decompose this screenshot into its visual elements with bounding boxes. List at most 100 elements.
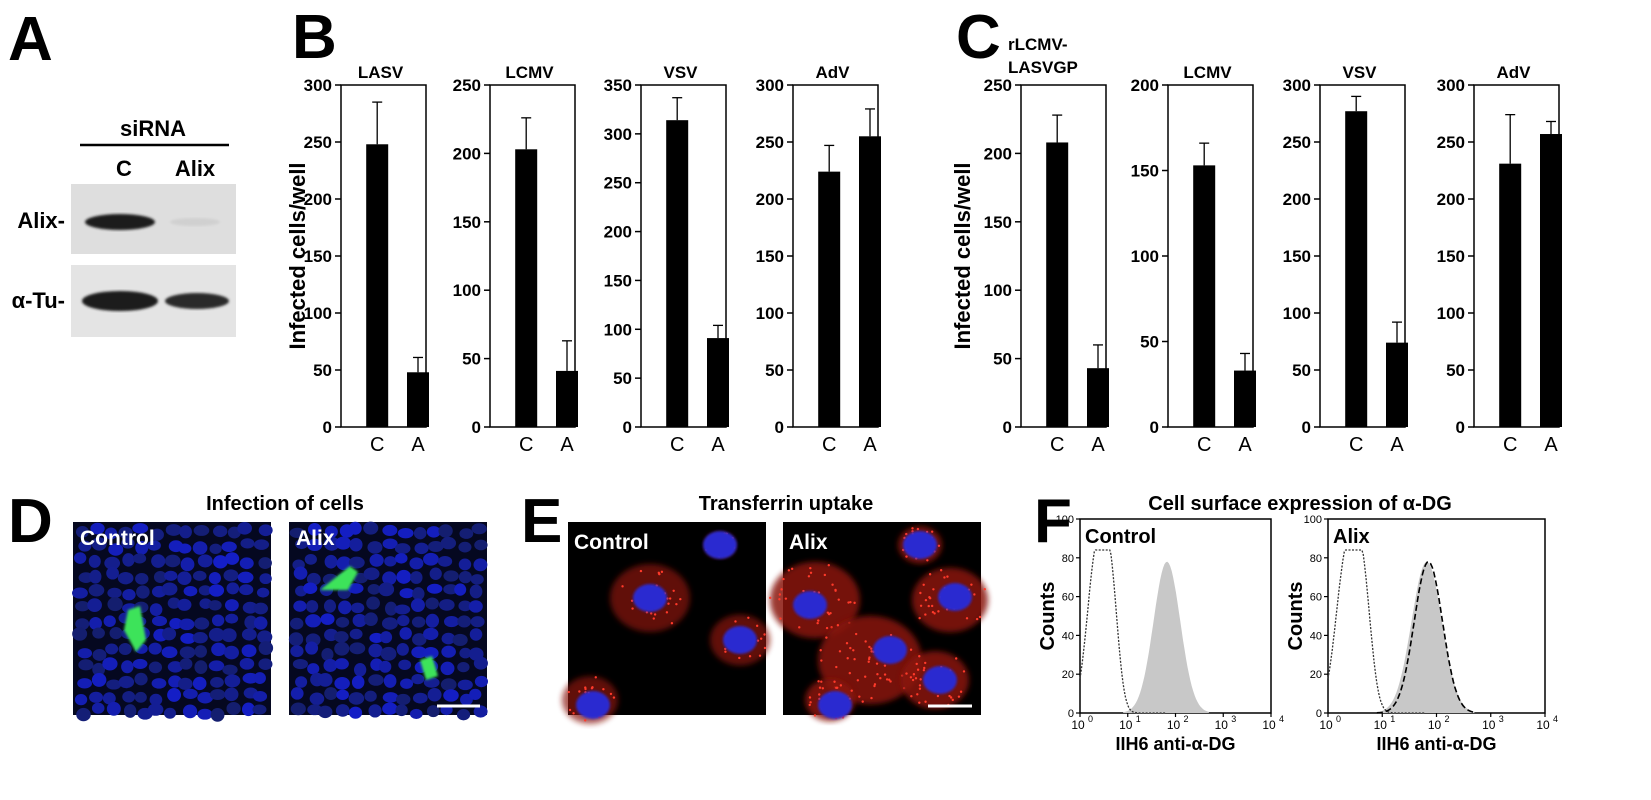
transferrin-dot (802, 589, 805, 593)
histogram-filled-series (1376, 561, 1475, 713)
nucleus (423, 552, 439, 566)
nucleus (411, 674, 425, 685)
nucleus (108, 543, 124, 556)
nucleus (363, 521, 379, 535)
panel-letter-f: F (1034, 487, 1072, 556)
nucleus (440, 536, 457, 550)
nucleus (192, 632, 208, 644)
nucleus (194, 645, 207, 658)
nucleus (225, 613, 239, 624)
y-tick-label: 250 (984, 76, 1012, 95)
micrograph-e-label-control: Control (574, 531, 649, 554)
transferrin-dot (916, 693, 919, 696)
nucleus (253, 602, 268, 615)
nucleus (348, 521, 362, 535)
x-tick-exponent: 2 (1184, 714, 1189, 724)
nuclei-d-control (72, 522, 274, 722)
transferrin-dot (631, 607, 634, 610)
nucleus (117, 571, 134, 585)
micrograph-d-label-alix: Alix (296, 527, 335, 550)
nucleus (334, 641, 350, 656)
category-label: A (411, 434, 425, 456)
cell-nucleus (923, 666, 957, 694)
nucleus (237, 522, 252, 535)
nucleus (192, 570, 207, 581)
transferrin-dot (778, 593, 782, 596)
transferrin-dot (867, 660, 870, 663)
nucleus (259, 573, 272, 585)
nucleus (104, 556, 121, 570)
y-tick-label: 0 (1003, 418, 1012, 437)
transferrin-dot (756, 639, 760, 642)
chart-b-3: 0 50 100 150 200 250 300 350 VSV C A (604, 63, 729, 456)
nucleus (198, 585, 212, 596)
nucleus (335, 536, 352, 550)
transferrin-dot (919, 591, 922, 595)
transferrin-dot (679, 597, 682, 601)
nucleus (423, 677, 440, 688)
transferrin-dot (837, 598, 840, 601)
nucleus (427, 687, 442, 702)
blot-row-label-alix: Alix- (17, 208, 65, 233)
histogram-filled-series (1123, 561, 1209, 713)
band-alix-knockdown (170, 218, 220, 226)
nucleus (223, 569, 239, 582)
nucleus (177, 677, 193, 690)
y-tick-label: 150 (604, 271, 632, 290)
nucleus (224, 552, 240, 565)
nucleus (76, 707, 91, 722)
nucleus (399, 588, 415, 599)
nucleus (92, 649, 107, 661)
y-tick-label: 300 (1283, 76, 1311, 95)
transferrin-dot (912, 673, 916, 676)
y-tick-label: 50 (1446, 361, 1465, 380)
transferrin-dot (923, 666, 926, 670)
nucleus (87, 598, 102, 613)
transferrin-dot (932, 588, 935, 591)
histogram-label: Control (1085, 526, 1156, 548)
nucleus (208, 572, 221, 585)
transferrin-dot (863, 675, 867, 678)
nucleus (335, 704, 350, 717)
y-tick-label: 20 (1062, 669, 1074, 681)
nucleus (440, 678, 457, 691)
nucleus (338, 600, 352, 615)
nucleus (306, 572, 321, 586)
band-tubulin-control (82, 291, 158, 311)
nucleus (106, 701, 121, 716)
nucleus (183, 585, 198, 597)
transferrin-dot (849, 646, 852, 650)
nucleus (318, 705, 333, 719)
nucleus (107, 597, 123, 612)
nucleus (210, 708, 225, 722)
nucleus (394, 604, 411, 615)
transferrin-dot (975, 617, 979, 621)
transferrin-dot (820, 659, 823, 662)
transferrin-dot (639, 569, 643, 573)
y-tick-label: 0 (623, 418, 632, 437)
nucleus (440, 661, 455, 676)
transferrin-dot (937, 544, 941, 547)
nucleus (304, 553, 317, 565)
transferrin-dot (943, 576, 946, 579)
transferrin-dot (930, 604, 934, 608)
nucleus (289, 527, 306, 538)
nucleus (241, 628, 257, 641)
nucleus (396, 642, 409, 656)
transferrin-dot (807, 575, 811, 578)
transferrin-dot (949, 696, 953, 699)
nucleus (458, 571, 472, 584)
transferrin-dot (755, 624, 759, 628)
bar (366, 144, 389, 427)
category-label: C (370, 434, 384, 456)
transferrin-dot (905, 532, 908, 536)
nucleus (89, 569, 102, 584)
y-tick-label: 60 (1062, 592, 1074, 604)
nucleus (324, 554, 338, 569)
nucleus (290, 645, 304, 658)
y-tick-label: 250 (304, 133, 332, 152)
nucleus (92, 662, 106, 677)
y-tick-label: 200 (604, 223, 632, 242)
nucleus (211, 614, 225, 627)
nucleus (426, 583, 443, 594)
